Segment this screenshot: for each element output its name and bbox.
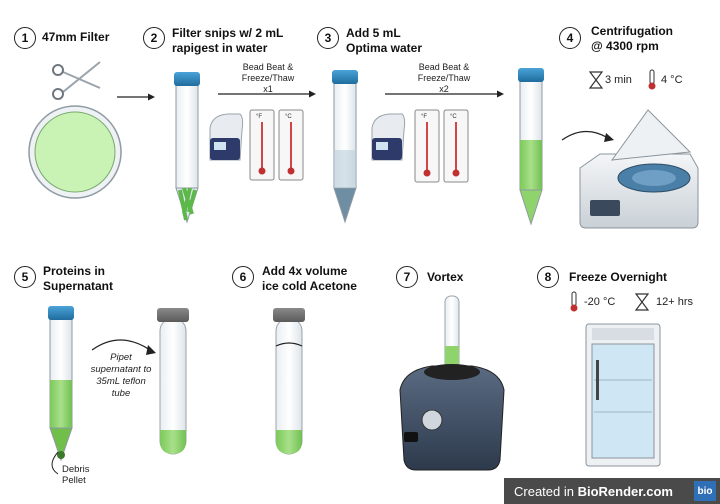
centrifuge-time: 3 min (605, 74, 632, 86)
step-4-title: Centrifugation @ 4300 rpm (591, 24, 673, 54)
hourglass-icon (634, 293, 650, 311)
bead-beater (371, 113, 406, 161)
thermometer-icon (570, 291, 578, 312)
step-7-title: Vortex (427, 270, 463, 285)
step-6-title-line-1: Add 4x volume (262, 264, 348, 278)
vortexer (399, 295, 505, 471)
freeze-temp: -20 °C (584, 296, 616, 308)
pipet-note-line-3: 35mL teflon (96, 376, 146, 387)
step-1-title: 47mm Filter (42, 30, 109, 45)
pipet-note-line-4: tube (111, 388, 131, 399)
process-arrow-head (604, 133, 614, 142)
debris-pellet-label: Debris Pellet (62, 464, 96, 486)
freezer (585, 323, 661, 467)
step-1-title-line: 47mm Filter (42, 30, 110, 44)
step-6-number: 6 (232, 266, 254, 288)
arrow-label-2-line-1: Bead Beat & (418, 62, 470, 72)
step-3-number: 3 (317, 27, 339, 49)
centrifuge (579, 109, 699, 229)
pipet-note-line-2: supernatant to (90, 364, 152, 375)
pipet-note: Pipet supernatant to 35mL teflon tube (82, 352, 160, 400)
tube-with-filter-snips (174, 72, 200, 224)
process-arrow (117, 93, 155, 101)
step-8-title-line: Freeze Overnight (569, 270, 668, 284)
biorender-logo-icon: bio (694, 481, 716, 501)
arrow-label-1: Bead Beat & Freeze/Thaw x1 (240, 62, 296, 95)
fahrenheit-label: °F (256, 114, 262, 120)
celsius-label: °C (285, 114, 292, 120)
scissors-icon (52, 61, 101, 100)
petri-filter (28, 105, 122, 199)
step-5-title: Proteins in Supernatant (43, 264, 113, 294)
freeze-thaw-thermometers: °F °C (249, 109, 304, 181)
biorender-footer: Created in BioRender.com bio (504, 478, 720, 504)
pipet-note-line-1: Pipet (110, 352, 132, 363)
step-7-number: 7 (396, 266, 418, 288)
step-3-title-line-2: Optima water (346, 41, 423, 55)
step-8-title: Freeze Overnight (569, 270, 667, 285)
tube-with-water (332, 70, 358, 224)
celsius-label: °C (450, 114, 457, 120)
arrow-label-1-line-2: Freeze/Thaw (241, 73, 295, 83)
freeze-thaw-thermometers: °F °C (414, 109, 469, 183)
centrifuge-temp: 4 °C (661, 74, 683, 86)
step-5-title-line-2: Supernatant (43, 279, 114, 293)
step-4-number: 4 (559, 27, 581, 49)
teflon-tube (157, 308, 189, 455)
step-3-title-line-1: Add 5 mL (346, 26, 401, 40)
step-4-title-line-2: @ 4300 rpm (591, 39, 659, 53)
debris-pellet (57, 451, 65, 459)
step-5-number: 5 (14, 266, 36, 288)
step-2-title: Filter snips w/ 2 mL rapigest in water (172, 26, 283, 56)
arrow-label-1-line-1: Bead Beat & (242, 62, 294, 72)
process-arrow-head (146, 345, 156, 355)
debris-label-line-1: Debris (62, 464, 90, 475)
thermometer-icon (648, 69, 656, 90)
process-arrow (218, 90, 316, 98)
step-2-title-line-2: rapigest in water (172, 41, 268, 55)
footer-prefix: Created in (514, 483, 578, 499)
step-2-title-line-1: Filter snips w/ 2 mL (172, 26, 284, 40)
tube-supernatant (48, 306, 74, 462)
debris-label-line-2: Pellet (62, 475, 86, 486)
freeze-time: 12+ hrs (656, 296, 693, 308)
bead-beater (209, 113, 244, 161)
pellet-pointer (51, 451, 59, 475)
step-5-title-line-1: Proteins in (43, 264, 106, 278)
step-7-title-line: Vortex (427, 270, 464, 284)
fahrenheit-label: °F (421, 114, 427, 120)
step-6-title: Add 4x volume ice cold Acetone (262, 264, 357, 294)
arrow-label-2-line-3: x2 (439, 84, 449, 94)
step-8-number: 8 (537, 266, 559, 288)
footer-brand: BioRender.com (577, 483, 673, 499)
step-1-number: 1 (14, 27, 36, 49)
arrow-label-1-line-3: x1 (263, 84, 273, 94)
arrow-label-2: Bead Beat & Freeze/Thaw x2 (416, 62, 472, 95)
teflon-tube-acetone (273, 308, 305, 455)
footer-text: Created in BioRender.com (514, 484, 673, 499)
step-4-title-line-1: Centrifugation (591, 24, 673, 38)
process-arrow (385, 90, 504, 98)
hourglass-icon (588, 71, 604, 89)
step-2-number: 2 (143, 27, 165, 49)
step-3-title: Add 5 mL Optima water (346, 26, 422, 56)
process-arrow (561, 130, 609, 141)
arrow-label-2-line-2: Freeze/Thaw (417, 73, 471, 83)
tube-green-centrifuged (518, 68, 544, 226)
process-arrow (91, 339, 151, 351)
step-6-title-line-2: ice cold Acetone (262, 279, 357, 293)
